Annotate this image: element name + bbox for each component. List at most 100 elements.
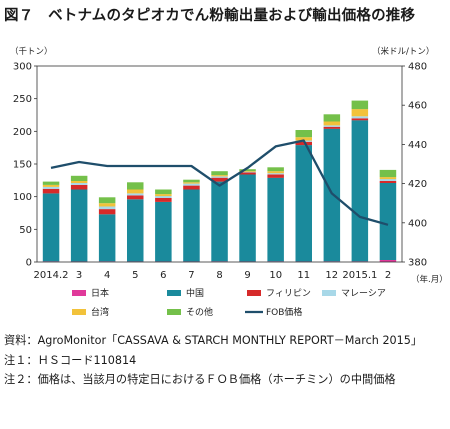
bar-segment (267, 167, 284, 172)
bar-segment (351, 118, 369, 121)
bar-segment (155, 198, 172, 202)
bar-segment (183, 189, 200, 262)
bar-segment (295, 145, 312, 262)
bar-segment (127, 189, 144, 194)
bar-segment (127, 195, 144, 200)
bar-segment (323, 126, 341, 129)
legend-label: フィリピン (266, 288, 311, 299)
y-axis-right-label: （米ドル/トン） (372, 46, 434, 57)
legend-swatch (167, 290, 181, 296)
bar-segment (98, 209, 116, 215)
x-tick-label: 10 (269, 270, 282, 281)
legend-label: その他 (186, 306, 213, 318)
notes-block: 資料： AgroMonitor「CASSAVA & STARCH MONTHLY … (4, 331, 448, 390)
bar-segment (379, 260, 397, 262)
bar-segment (295, 130, 312, 138)
bar-segment (211, 176, 228, 178)
bar-segment (239, 169, 256, 172)
note-row: 注２： 価格は、当該月の特定日におけるＦＯＢ価格（ホーチミン）の中間価格 (4, 370, 448, 390)
x-tick-label: 9 (244, 270, 250, 281)
legend-swatch (322, 290, 336, 296)
bar-segment (155, 194, 172, 197)
axes-layer: 0 50 100 150 200 250 300 380 400 420 440 460 480 2014… (13, 62, 427, 282)
note-label: 資料： (4, 334, 38, 347)
bar-segment (267, 177, 284, 262)
bar-segment (267, 173, 284, 175)
fob-price-line (50, 139, 389, 226)
y-right-tick-label: 400 (408, 218, 427, 229)
legend-swatch (247, 290, 261, 296)
bar-segment (70, 175, 88, 181)
bar-segment (183, 185, 200, 190)
y-right-tick-label: 460 (408, 101, 427, 112)
bar-segment (42, 188, 60, 194)
legend-label: マレーシア (341, 289, 386, 299)
x-tick-label: 5 (132, 270, 138, 281)
y-left-tick-label: 50 (19, 225, 32, 236)
bar-segment (323, 128, 341, 262)
bar-segment (211, 181, 228, 262)
x-tick-label: 8 (216, 270, 222, 281)
bar-segment (351, 100, 369, 110)
bar-segment (351, 116, 369, 119)
legend-label: 台湾 (91, 306, 109, 318)
bar-segment (155, 201, 172, 262)
x-tick-label: 2015.1 (342, 270, 377, 281)
bar-segment (127, 193, 144, 196)
bar-segment (239, 174, 256, 262)
bar-segment (323, 121, 341, 126)
bar-segment (183, 182, 200, 184)
legend-label: 日本 (91, 287, 109, 299)
y-right-tick-label: 380 (408, 258, 427, 269)
legend-swatch (72, 290, 86, 296)
x-tick-label: 6 (160, 270, 166, 281)
figure-title: 図７ ベトナムのタピオカでん粉輸出量および輸出価格の推移 (4, 8, 416, 24)
y-right-tick-label: 440 (408, 140, 427, 151)
bar-segment (211, 175, 228, 177)
bar-segment (70, 181, 88, 183)
y-left-tick-label: 250 (13, 94, 32, 105)
bar-segment (351, 109, 369, 117)
note-text: ＨＳコード110814 (37, 353, 137, 367)
bar-segment (239, 172, 256, 175)
x-tick-label: 12 (325, 270, 338, 281)
x-tick-label: 4 (104, 270, 110, 281)
bar-segment (323, 114, 341, 122)
y-left-tick-label: 0 (26, 258, 32, 269)
bar-segment (351, 120, 369, 262)
bar-segment (239, 171, 256, 173)
bar-segment (42, 184, 60, 187)
bar-segment (267, 171, 284, 174)
y-right-tick-label: 480 (408, 62, 427, 73)
x-tick-label: 2014.2 (34, 270, 69, 281)
bar-segment (155, 189, 172, 195)
x-tick-label: 3 (76, 270, 82, 281)
x-axis-unit-label: （年.月） (411, 274, 448, 285)
y-right-tick-label: 420 (408, 179, 427, 190)
x-tick-label: 2 (385, 270, 391, 281)
bar-segment (295, 141, 312, 146)
note-text: 価格は、当該月の特定日におけるＦＯＢ価格（ホーチミン）の中間価格 (37, 373, 396, 386)
bar-segment (98, 203, 116, 207)
bar-segment (295, 137, 312, 141)
bar-segment (42, 181, 60, 185)
bar-segment (183, 183, 200, 186)
note-row: 注１： ＨＳコード110814 (4, 351, 448, 371)
bar-segment (267, 174, 284, 178)
bar-segment (98, 214, 116, 262)
bar-segment (379, 181, 397, 183)
note-label: 注２： (4, 373, 38, 386)
x-tick-label: 11 (297, 270, 310, 281)
y-left-tick-label: 200 (13, 127, 32, 138)
bar-segment (42, 193, 60, 262)
bar-segment (379, 182, 397, 260)
bar-segment (211, 171, 228, 176)
bar-segment (183, 179, 200, 183)
bar-segment (323, 125, 341, 127)
bar-segment (239, 171, 256, 172)
legend-swatch (167, 309, 181, 315)
bar-segment (155, 196, 172, 198)
bar-segment (98, 206, 116, 210)
bar-segment (70, 182, 88, 185)
